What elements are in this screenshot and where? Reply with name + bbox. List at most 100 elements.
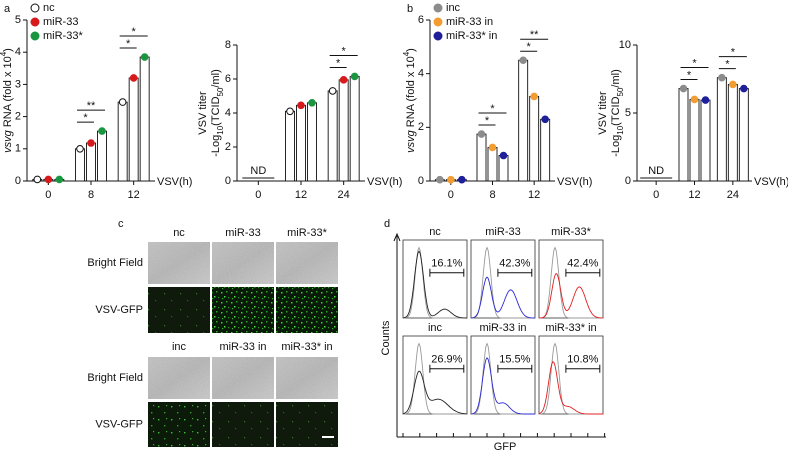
label-part: ) xyxy=(2,48,14,52)
bar xyxy=(689,98,700,182)
bar-dot xyxy=(690,95,699,104)
column-header: miR-33 in xyxy=(219,341,266,353)
bar-dot xyxy=(679,84,688,93)
legend-marker xyxy=(433,17,443,27)
column-header: nc xyxy=(173,227,185,239)
legend-label: miR-33 xyxy=(43,16,78,28)
histogram-frame xyxy=(470,239,536,319)
column-header: miR-33* in xyxy=(281,341,332,353)
micrograph xyxy=(148,402,210,447)
x-axis-label: VSV(h) xyxy=(367,176,402,188)
significance-label: * xyxy=(527,41,532,53)
bar-dot xyxy=(129,74,138,82)
counts-label: Counts xyxy=(380,320,392,355)
bar-dot xyxy=(436,175,444,184)
gate-percent: 16.1% xyxy=(431,258,462,270)
bar-dot xyxy=(328,87,337,95)
histogram-title: miR-33 xyxy=(485,226,520,238)
sample-curve xyxy=(402,250,467,319)
y-axis-label: -Log10(TCID50/ml) xyxy=(210,69,225,157)
bar xyxy=(307,102,317,182)
panel-label: b xyxy=(407,3,413,15)
x-tick-label: 12 xyxy=(528,189,540,201)
histogram-title: miR-33* in xyxy=(545,322,596,334)
significance-label: * xyxy=(485,115,490,127)
bar xyxy=(75,148,85,182)
y-tick-label: 2 xyxy=(225,141,231,153)
y-tick-label: 6 xyxy=(418,14,424,26)
label-part: VSV titer xyxy=(597,91,609,135)
bar xyxy=(529,96,540,182)
bar xyxy=(86,142,96,182)
micrograph xyxy=(212,287,274,333)
annotation: ND xyxy=(250,165,266,177)
bar xyxy=(97,130,107,182)
panel-label: c xyxy=(118,218,124,230)
reference-curve xyxy=(471,246,535,319)
label-part: VSV titer xyxy=(197,91,209,135)
bar-dot xyxy=(87,139,95,147)
label-part: -Log xyxy=(210,135,222,157)
label-part: ) xyxy=(405,48,417,52)
y-tick-label: 0 xyxy=(225,175,231,187)
y-tick-label: 10 xyxy=(619,39,631,51)
significance-label: * xyxy=(725,59,730,71)
significance-label: * xyxy=(731,47,736,59)
bar-dot xyxy=(447,175,455,184)
significance-label: ** xyxy=(530,29,539,41)
micrograph xyxy=(276,242,338,284)
label-part: vsvg xyxy=(405,129,417,153)
legend-label: nc xyxy=(43,2,55,14)
legend-marker xyxy=(30,17,40,27)
label-part: 10 xyxy=(616,125,625,134)
gate-percent: 15.5% xyxy=(499,354,530,366)
label-part: 4 xyxy=(402,51,411,56)
significance-label: * xyxy=(342,45,347,57)
bar-dot xyxy=(118,98,127,106)
bar-dot xyxy=(297,101,305,110)
y-tick-label: 4 xyxy=(15,46,21,58)
label-part: /ml) xyxy=(210,69,222,87)
x-tick-label: 0 xyxy=(255,189,261,201)
bar-dot xyxy=(44,175,53,184)
annotation: ND xyxy=(648,165,664,177)
label-part: -Log xyxy=(610,135,622,157)
y-axis-label: vsvg RNA (fold x 104) xyxy=(402,48,417,153)
bar xyxy=(285,110,295,182)
bar-dot xyxy=(76,145,84,153)
histogram-frame xyxy=(470,335,536,415)
histogram-frame xyxy=(402,335,468,415)
bar-dot xyxy=(701,96,710,104)
label-part: RNA (fold x 10 xyxy=(2,56,14,130)
y-tick-label: 2 xyxy=(15,111,21,123)
bar-dot xyxy=(286,107,294,116)
x-tick-label: 12 xyxy=(295,189,307,201)
legend-label: miR-33 in xyxy=(446,16,493,28)
gate-percent: 26.9% xyxy=(431,354,462,366)
bar xyxy=(128,77,139,182)
significance-label: * xyxy=(126,38,131,50)
panel-label: a xyxy=(4,3,11,15)
micrograph xyxy=(276,287,338,333)
significance-label: * xyxy=(132,26,137,38)
axis-arrow xyxy=(393,232,401,242)
bar-dot xyxy=(519,56,527,65)
y-axis-label: -Log10(TCID50/ml) xyxy=(610,69,625,157)
bar xyxy=(327,90,338,182)
y-tick-label: 4 xyxy=(418,68,424,80)
significance-label: * xyxy=(692,57,697,69)
bar xyxy=(338,79,349,182)
micrograph xyxy=(276,357,338,399)
x-tick-label: 12 xyxy=(688,189,700,201)
bar xyxy=(117,101,128,182)
significance-label: * xyxy=(336,57,341,69)
x-tick-label: 24 xyxy=(338,189,350,201)
x-tick-label: 0 xyxy=(448,189,454,201)
x-axis-label: VSV(h) xyxy=(157,176,192,188)
micrograph xyxy=(212,402,274,447)
gate-percent: 42.4% xyxy=(567,258,598,270)
label-part: vsvg xyxy=(2,129,14,153)
bar-dot xyxy=(729,80,737,89)
bar xyxy=(727,83,738,182)
